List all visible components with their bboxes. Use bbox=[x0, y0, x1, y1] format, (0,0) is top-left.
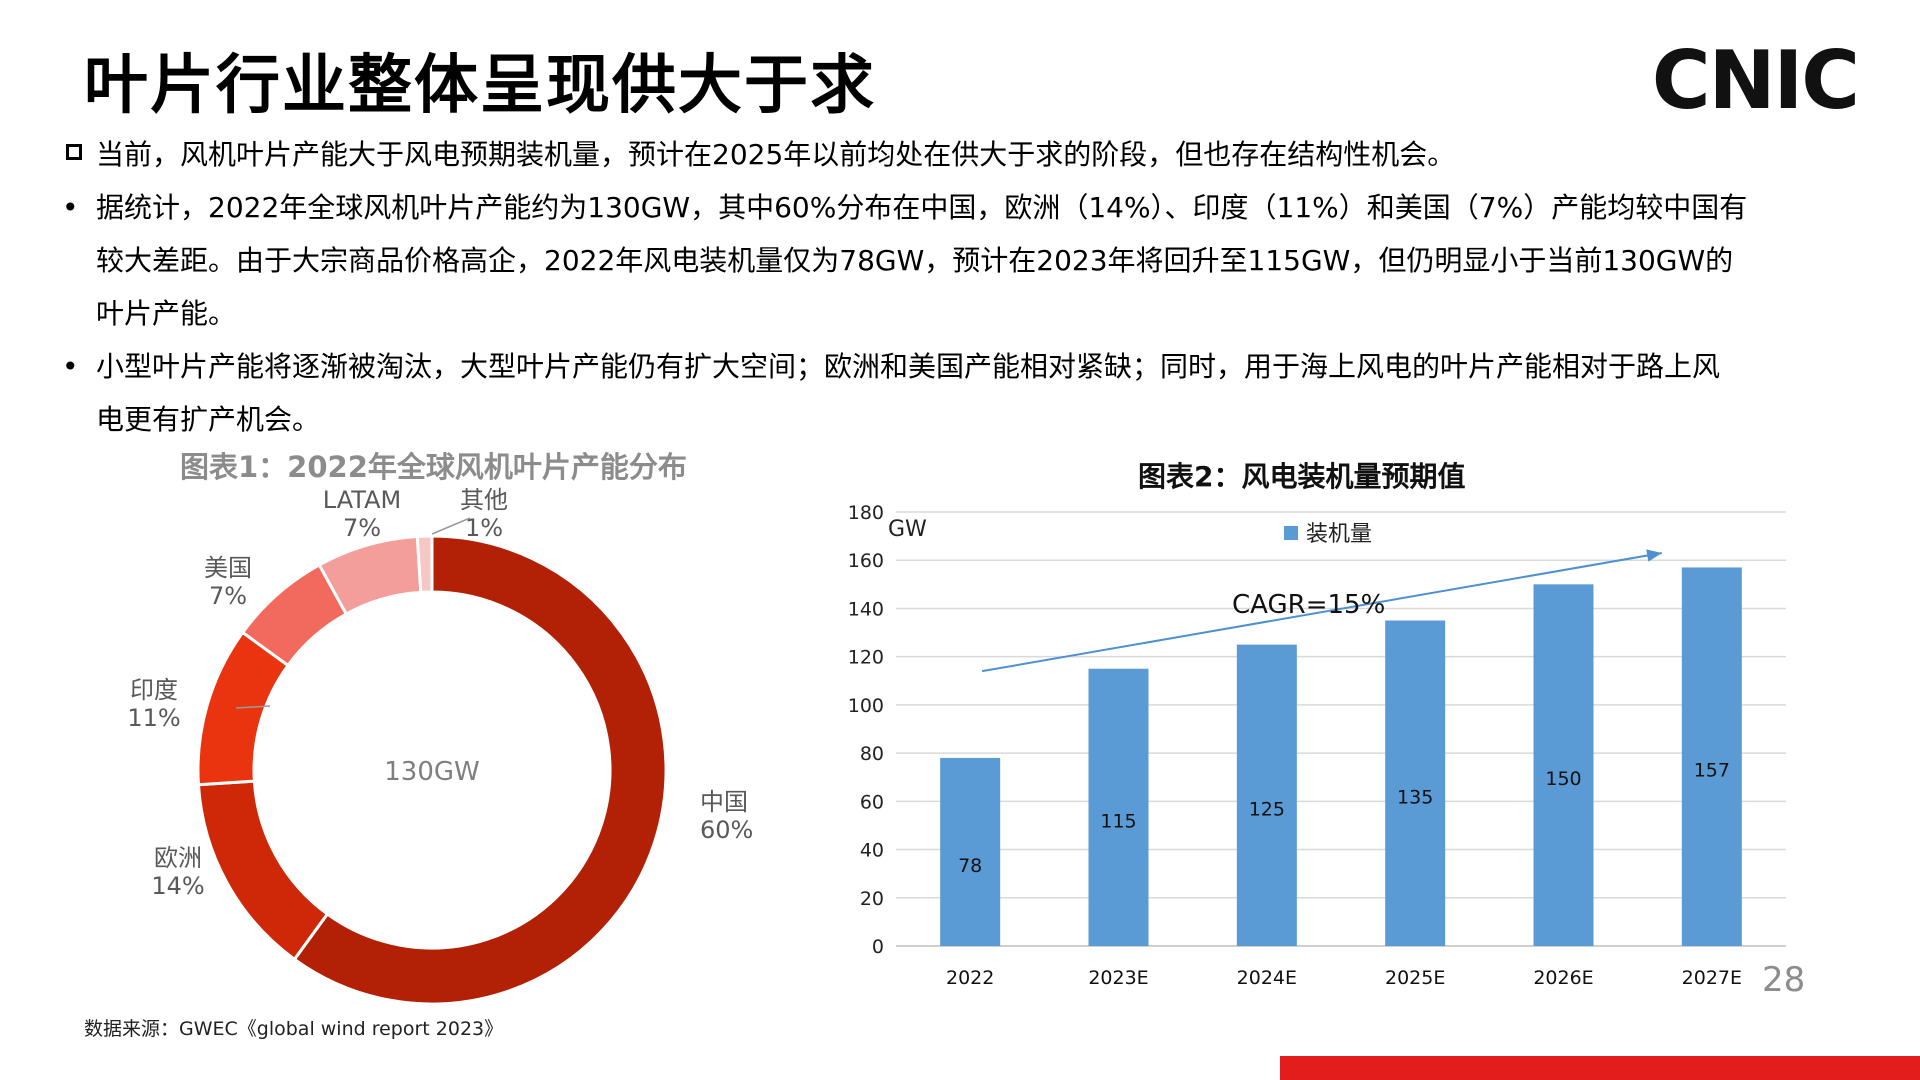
bar-value-label: 115 bbox=[1100, 810, 1136, 832]
donut-center-label: 130GW bbox=[384, 757, 479, 787]
y-tick-label: 160 bbox=[848, 550, 884, 572]
data-source: 数据来源：GWEC《global wind report 2023》 bbox=[84, 1018, 504, 1040]
slice-label-name: 中国 bbox=[700, 788, 748, 816]
sub-bullet-1-line: 较大差距。由于大宗商品价格高企，2022年风电装机量仅为78GW，预计在2023… bbox=[96, 244, 1734, 277]
y-tick-label: 0 bbox=[872, 936, 884, 958]
donut-slice bbox=[196, 779, 330, 962]
y-tick-label: 60 bbox=[860, 791, 884, 813]
leader-line bbox=[431, 517, 471, 535]
legend-swatch bbox=[1284, 526, 1298, 540]
cagr-annotation: CAGR=15% bbox=[1232, 590, 1385, 620]
sub-bullet-1-line: 据统计，2022年全球风机叶片产能约为130GW，其中60%分布在中国，欧洲（1… bbox=[96, 191, 1748, 224]
y-tick-label: 20 bbox=[860, 888, 884, 910]
y-tick-label: 180 bbox=[848, 502, 884, 524]
slice-label-name: 欧洲 bbox=[154, 844, 202, 872]
bar bbox=[1236, 644, 1297, 946]
square-bullet-icon bbox=[66, 144, 82, 160]
leader-line bbox=[235, 705, 271, 709]
main-bullet-text: 当前，风机叶片产能大于风电预期装机量，预计在2025年以前均处在供大于求的阶段，… bbox=[96, 138, 1456, 171]
slice-label-value: 7% bbox=[343, 514, 381, 542]
page-title: 叶片行业整体呈现供大于求 bbox=[84, 49, 876, 123]
cnic-logo: CNIC bbox=[1651, 34, 1860, 127]
y-axis-unit: GW bbox=[888, 517, 927, 542]
y-tick-label: 100 bbox=[848, 695, 884, 717]
slice-label-value: 60% bbox=[700, 816, 753, 844]
sub-bullet-2-line: 小型叶片产能将逐渐被淘汰，大型叶片产能仍有扩大空间；欧洲和美国产能相对紧缺；同时… bbox=[96, 350, 1721, 383]
bar bbox=[1681, 567, 1742, 946]
footer-accent-bar bbox=[1280, 1056, 1920, 1080]
bar-value-label: 135 bbox=[1397, 786, 1433, 808]
slice-label-name: LATAM bbox=[323, 486, 401, 514]
cagr-trend-line bbox=[981, 552, 1663, 673]
x-tick-label: 2025E bbox=[1385, 967, 1445, 989]
slice-label-name: 美国 bbox=[204, 554, 252, 582]
x-tick-label: 2027E bbox=[1682, 967, 1742, 989]
bar bbox=[1533, 584, 1594, 946]
bar-value-label: 78 bbox=[958, 855, 982, 877]
bar bbox=[940, 757, 1001, 946]
sub-bullet-1-line: 叶片产能。 bbox=[96, 297, 237, 330]
slice-label-value: 11% bbox=[127, 704, 180, 732]
bar bbox=[1088, 668, 1149, 946]
x-tick-label: 2022 bbox=[946, 967, 994, 989]
chart1-title: 图表1：2022年全球风机叶片产能分布 bbox=[180, 450, 687, 484]
slice-label-value: 1% bbox=[465, 514, 503, 542]
bar-value-label: 125 bbox=[1249, 798, 1285, 820]
arrow-head-icon bbox=[1646, 549, 1662, 562]
donut-slice bbox=[292, 534, 668, 1006]
slice-label-value: 14% bbox=[151, 872, 204, 900]
x-tick-label: 2023E bbox=[1088, 967, 1148, 989]
bar bbox=[1385, 620, 1446, 946]
y-tick-label: 140 bbox=[848, 598, 884, 620]
y-tick-label: 120 bbox=[848, 647, 884, 669]
donut-slice bbox=[415, 534, 434, 594]
y-tick-label: 40 bbox=[860, 840, 884, 862]
slice-label-value: 7% bbox=[209, 582, 247, 610]
sub-bullet-1: • 据统计，2022年全球风机叶片产能约为130GW，其中60%分布在中国，欧洲… bbox=[60, 181, 1840, 340]
bar-value-label: 150 bbox=[1545, 768, 1581, 790]
bar-value-label: 157 bbox=[1694, 760, 1730, 782]
dot-bullet-icon: • bbox=[62, 350, 79, 383]
legend-label: 装机量 bbox=[1306, 522, 1372, 547]
chart2-title: 图表2：风电装机量预期值 bbox=[1138, 460, 1466, 493]
y-tick-label: 80 bbox=[860, 743, 884, 765]
sub-bullet-2: • 小型叶片产能将逐渐被淘汰，大型叶片产能仍有扩大空间；欧洲和美国产能相对紧缺；… bbox=[60, 340, 1840, 446]
main-bullet: 当前，风机叶片产能大于风电预期装机量，预计在2025年以前均处在供大于求的阶段，… bbox=[60, 128, 1840, 181]
x-tick-label: 2024E bbox=[1237, 967, 1297, 989]
bullet-list: 当前，风机叶片产能大于风电预期装机量，预计在2025年以前均处在供大于求的阶段，… bbox=[60, 128, 1840, 446]
page-number: 28 bbox=[1762, 960, 1806, 1000]
dot-bullet-icon: • bbox=[62, 191, 79, 224]
sub-bullet-2-line: 电更有扩产机会。 bbox=[96, 403, 321, 436]
slice-label-name: 印度 bbox=[130, 676, 178, 704]
slice-label-name: 其他 bbox=[460, 486, 508, 514]
x-tick-label: 2026E bbox=[1533, 967, 1593, 989]
